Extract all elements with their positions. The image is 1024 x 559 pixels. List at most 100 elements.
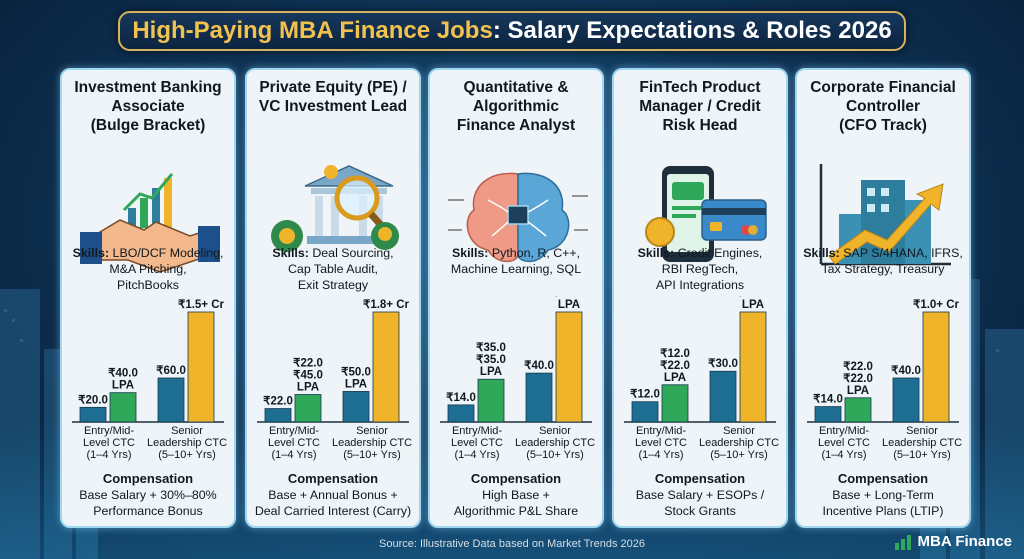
job-title: Private Equity (PE) / VC Investment Lead [251,78,415,116]
category-label: Entry/Mid- [819,425,869,437]
job-title-line: Corporate Financial [810,79,956,96]
bar-value-label: ₹14.0 [813,394,843,406]
bar-value-label: LPA [847,385,869,397]
compensation-text: High Base + Algorithmic P&L Share [434,487,598,519]
category-label: (5–10+ Yrs) [343,449,401,461]
category-label: (1–4 Yrs) [821,449,866,461]
skills-label: Skills: [637,246,675,260]
compensation-line: Base Salary + 30%–80% [79,488,217,502]
compensation-line: Base Salary + ESOPs / [635,488,765,502]
category-label: (1–4 Yrs) [271,449,316,461]
bar-value-label: ₹40.0 [891,365,921,377]
category-label: Level CTC [635,437,687,449]
salary-bar [844,397,872,423]
skills-line: Skills: LBO/DCF Modeling, [66,245,230,261]
category-label: Entry/Mid- [452,425,502,437]
category-label: (5–10+ Yrs) [158,449,216,461]
compensation-heading: Compensation [470,471,562,486]
bank-magnifier-icon [271,165,399,252]
job-title-line: FinTech Product [639,79,761,96]
bar-value-label: ₹1.8+ Cr [363,299,410,311]
building-growth-icon [819,164,951,266]
bar-value-label: ₹50.0 [341,366,371,378]
job-card: Quantitative & Algorithmic Finance Analyst… [428,68,604,528]
salary-bar [739,311,767,423]
bar-value-label: ₹60.0 [156,365,186,377]
compensation-line: Performance Bonus [93,504,203,518]
bar-value-label: LPA [480,366,502,378]
skills-line: Skills: Deal Sourcing, [251,245,415,261]
category-label: Senior [539,425,571,437]
category-label: Level CTC [451,437,503,449]
category-label: (1–4 Yrs) [638,449,683,461]
salary-bar [555,311,583,423]
salary-bar [661,384,689,423]
category-label: (5–10+ Yrs) [710,449,768,461]
bar-value-label: ₹20.0 [78,394,108,406]
skills-text: Skills: Credit Engines, RBI RegTech, API I… [618,245,782,293]
salary-bar [525,372,553,423]
category-label: (1–4 Yrs) [454,449,499,461]
bar-value-label: LPA [345,378,367,390]
compensation-heading: Compensation [654,471,746,486]
bar-value-label: ₹22.0 [263,396,293,408]
job-card: Private Equity (PE) / VC Investment Lead … [245,68,421,528]
skills-value: SAP S/4HANA, IFRS, [843,246,963,260]
skills-label: Skills: [72,246,110,260]
compensation-line: Stock Grants [664,504,736,518]
bar-value-label: ₹45.0 [293,370,323,382]
skills-line: PitchBooks [66,277,230,293]
category-label: Level CTC [83,437,135,449]
bar-value-label: ₹14.0 [446,392,476,404]
brain-formula-icon [448,172,588,263]
salary-bar [79,406,107,423]
salary-bar [709,370,737,423]
skills-value: PitchBooks [117,278,179,292]
bar-value-label: LPA [558,299,580,311]
compensation-heading: Compensation [287,471,379,486]
phone-credit-card-icon [645,166,767,262]
bar-value-label: ₹1.0+ Cr [913,299,960,311]
bar-value-label: ₹30.0 [708,358,738,370]
skills-text: Skills: Deal Sourcing, Cap Table Audit, Ex… [251,245,415,293]
bar-value-label: ₹12.0 [660,348,690,360]
skills-value: RBI RegTech, [661,262,739,276]
job-title-line: (Bulge Bracket) [90,117,206,134]
source-note: Source: Illustrative Data based on Marke… [379,538,645,550]
salary-bar [157,377,185,423]
skills-line: M&A Pitching, [66,261,230,277]
skills-value: Deal Sourcing, [312,246,394,260]
salary-bar-chart: ₹14.0₹35.0₹35.0LPA₹40.0₹90.0+LPAEntry/Mi… [440,296,595,461]
skills-line: Skills: Credit Engines, [618,245,782,261]
bar-value-label: ₹22.0 [843,373,873,385]
category-label: Entry/Mid- [269,425,319,437]
category-label: Entry/Mid- [84,425,134,437]
job-title-line: (CFO Track) [839,117,927,134]
salary-bar [477,378,505,423]
job-title-line: Quantitative & [463,79,569,96]
category-label: Senior [356,425,388,437]
salary-bar [814,406,842,423]
job-title-line: VC Investment Lead [258,98,408,115]
category-label: Leadership CTC [515,437,595,449]
job-card: Corporate Financial Controller (CFO Track)… [795,68,971,528]
salary-bar [631,401,659,423]
salary-bar [447,404,475,423]
skills-line: API Integrations [618,277,782,293]
bar-value-label: ₹1.5+ Cr [178,299,225,311]
compensation-text: Base + Long-Term Incentive Plans (LTIP) [801,487,965,519]
bar-value-label: ₹35.0 [476,342,506,354]
bar-value-label: ₹65.0+ [735,296,772,299]
title-rest: : Salary Expectations & Roles 2026 [492,17,892,44]
job-title-line: Private Equity (PE) / [259,79,407,96]
job-title: Investment Banking Associate (Bulge Bracke… [66,78,230,135]
bar-value-label: ₹90.0+ [551,296,588,299]
compensation-line: Base + Annual Bonus + [268,488,398,502]
compensation-text: Base Salary + 30%–80% Performance Bonus [66,487,230,519]
skills-value: M&A Pitching, [109,262,187,276]
job-title-line: Controller [845,98,921,115]
job-title-line: Manager / Credit [639,98,761,115]
skills-value: Machine Learning, SQL [450,262,582,276]
skills-label: Skills: [803,246,840,260]
